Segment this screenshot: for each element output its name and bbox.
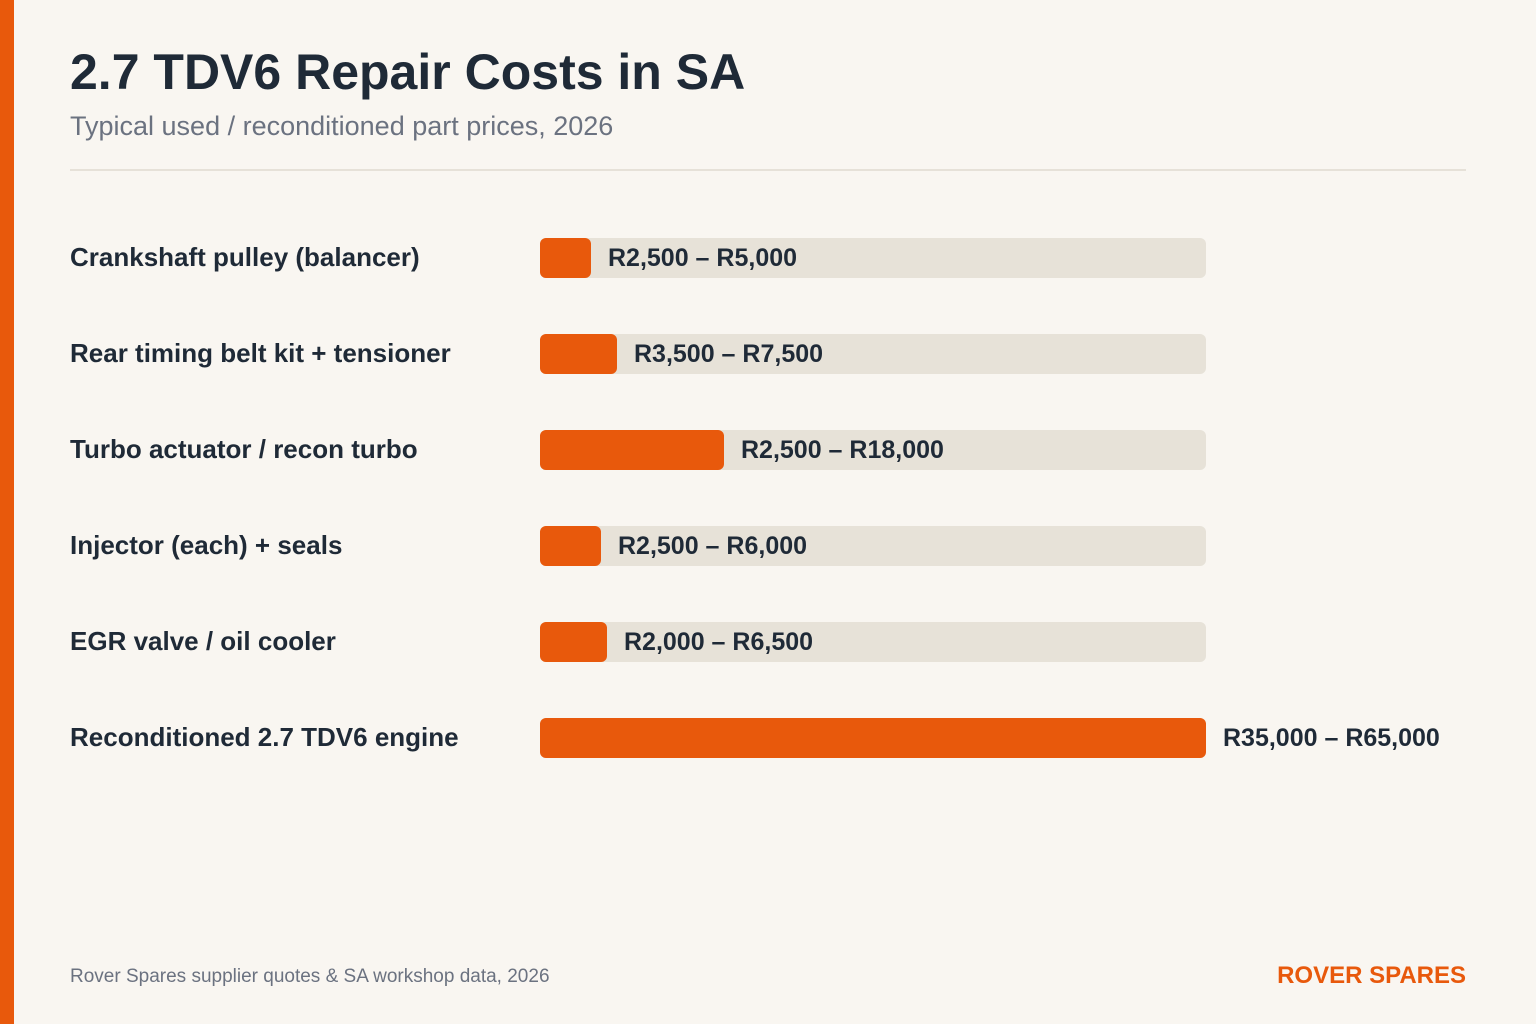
bar-track [540, 622, 1206, 662]
header-divider [70, 169, 1466, 171]
bar-track [540, 526, 1206, 566]
page-subtitle: Typical used / reconditioned part prices… [70, 111, 614, 141]
bar [540, 430, 724, 470]
bar [540, 334, 617, 374]
bar-track [540, 334, 1206, 374]
bar-track [540, 238, 1206, 278]
page-title: 2.7 TDV6 Repair Costs in SA [70, 44, 746, 100]
category-label: Reconditioned 2.7 TDV6 engine [70, 722, 459, 752]
category-label: Turbo actuator / recon turbo [70, 434, 418, 464]
value-label: R2,500 – R6,000 [618, 532, 808, 560]
source-note: Rover Spares supplier quotes & SA worksh… [70, 966, 550, 987]
value-label: R2,000 – R6,500 [624, 628, 814, 656]
value-label: R2,500 – R5,000 [608, 244, 798, 272]
category-label: Crankshaft pulley (balancer) [70, 242, 420, 272]
category-label: Injector (each) + seals [70, 530, 343, 560]
value-label: R35,000 – R65,000 [1223, 724, 1440, 752]
bar [540, 526, 601, 566]
category-label: EGR valve / oil cooler [70, 626, 336, 656]
category-label: Rear timing belt kit + tensioner [70, 338, 451, 368]
brand-logo-text: ROVER SPARES [1277, 962, 1466, 989]
accent-stripe [0, 0, 14, 1024]
value-label: R2,500 – R18,000 [741, 436, 944, 464]
bar [540, 238, 591, 278]
bar [540, 718, 1206, 758]
value-label: R3,500 – R7,500 [634, 340, 824, 368]
bar [540, 622, 607, 662]
